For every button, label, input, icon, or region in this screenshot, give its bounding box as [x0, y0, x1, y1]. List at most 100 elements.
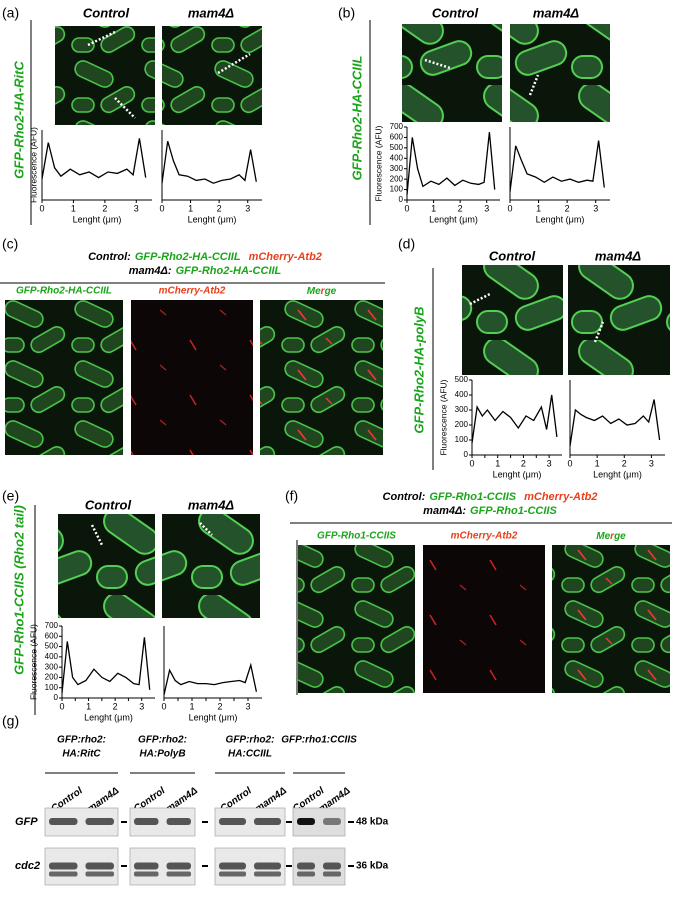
x-axis-label: Lenght (μm) — [493, 469, 542, 479]
x-tick-label: 1 — [189, 701, 194, 711]
blot-band — [297, 871, 315, 877]
micrograph — [131, 300, 253, 455]
label: (e) — [2, 488, 19, 504]
legend-line: mam4Δ: GFP-Rho2-HA-CCIIL — [129, 265, 282, 277]
y-tick-label: 200 — [390, 174, 404, 183]
label: GFP-Rho2-HA-polyB — [411, 306, 426, 433]
y-tick-label: 300 — [455, 405, 469, 414]
micrograph — [298, 545, 415, 693]
profile-line-series — [509, 140, 605, 192]
y-tick-label: 200 — [45, 673, 59, 682]
x-axis-label: Lenght (μm) — [73, 214, 122, 224]
y-axis-label: Fluorescence (AFU) — [438, 379, 448, 455]
label: Control — [85, 497, 132, 512]
label: 48 kDa — [356, 817, 389, 828]
x-axis-label: Lenght (μm) — [593, 469, 642, 479]
blot-band — [323, 871, 341, 877]
profile-line-series — [61, 637, 151, 693]
blot-band — [49, 818, 78, 825]
legend-line: Control: GFP-Rho2-HA-CCIIL mCherry-Atb2 — [88, 251, 322, 263]
label: mam4Δ — [595, 248, 642, 263]
blot-band — [254, 871, 281, 877]
label: mCherry-Atb2 — [159, 286, 226, 297]
blot-band — [166, 871, 191, 877]
label: GFP:rho2: — [226, 735, 275, 746]
x-axis-label: Lenght (μm) — [429, 214, 478, 224]
label: cdc2 — [15, 860, 40, 872]
legend-red: mCherry-Atb2 — [524, 491, 597, 503]
blot-band — [85, 862, 114, 870]
x-tick-label: 0 — [59, 701, 64, 711]
y-tick-label: 400 — [455, 390, 469, 399]
x-tick-label: 0 — [161, 701, 166, 711]
label: (a) — [2, 5, 19, 21]
x-tick-label: 1 — [595, 458, 600, 468]
x-tick-label: 3 — [245, 701, 250, 711]
legend-gfp: GFP-Rho2-HA-CCIIL — [135, 251, 241, 263]
micrograph — [58, 514, 155, 618]
merge-part: Me — [596, 531, 610, 542]
blot-band — [297, 818, 315, 825]
x-tick-label: 2 — [565, 203, 570, 213]
label: GFP-Rho1-CCIIS (Rho2 tail) — [11, 505, 26, 675]
x-tick-label: 3 — [649, 458, 654, 468]
legend-strain: Control: — [88, 251, 131, 263]
blot-band — [219, 871, 246, 877]
label: GFP:rho2: — [57, 735, 106, 746]
y-tick-label: 100 — [455, 435, 469, 444]
label: GFP — [15, 816, 38, 828]
label: GFP-Rho2-HA-CCIIL — [349, 55, 364, 180]
profile-line-series — [471, 394, 558, 444]
y-tick-label: 400 — [390, 153, 404, 162]
blot-band — [49, 871, 78, 877]
micrograph — [423, 545, 545, 693]
blot-band — [134, 862, 159, 870]
x-tick-label: 1 — [86, 701, 91, 711]
blot-band — [166, 818, 191, 825]
x-tick-label: 3 — [593, 203, 598, 213]
profile-line — [528, 74, 540, 96]
label: Control — [432, 5, 479, 20]
x-tick-label: 0 — [567, 458, 572, 468]
y-tick-label: 500 — [390, 143, 404, 152]
x-tick-label: 3 — [139, 701, 144, 711]
micrograph — [462, 265, 563, 375]
y-tick-label: 0 — [464, 450, 469, 459]
legend-strain: Control: — [383, 491, 426, 503]
label: Control — [489, 248, 536, 263]
label: GFP:rho1:CCIIS — [281, 735, 357, 746]
label: (f) — [285, 488, 298, 504]
x-axis-label: Lenght (μm) — [189, 712, 238, 722]
y-tick-label: 100 — [45, 683, 59, 692]
y-tick-label: 700 — [390, 122, 404, 131]
legend-line: Control: GFP-Rho1-CCIIS mCherry-Atb2 — [383, 491, 598, 503]
merge-part: Me — [307, 286, 321, 297]
y-axis-label: Fluorescence (AFU) — [28, 624, 38, 700]
x-tick-label: 2 — [113, 701, 118, 711]
label: HA:CCIIL — [228, 749, 272, 760]
label: GFP-Rho1-CCIIS — [317, 531, 396, 542]
blot-band — [134, 818, 159, 825]
x-tick-label: 3 — [484, 203, 489, 213]
micrograph — [402, 24, 502, 122]
blot-band — [85, 871, 114, 877]
x-tick-label: 2 — [217, 701, 222, 711]
y-tick-label: 100 — [390, 185, 404, 194]
label: (b) — [338, 5, 355, 21]
profile-line — [114, 97, 136, 119]
x-tick-label: 2 — [217, 203, 222, 213]
label: (d) — [398, 236, 415, 252]
label: GFP-Rho2-HA-CCIIL — [16, 286, 112, 297]
y-tick-label: 0 — [399, 195, 404, 204]
x-tick-label: 0 — [469, 458, 474, 468]
profile-line-series — [161, 141, 257, 184]
blot-band — [85, 818, 114, 825]
x-tick-label: 3 — [245, 203, 250, 213]
y-axis-label: Fluorescence (AFU) — [373, 125, 383, 201]
x-tick-label: 0 — [159, 203, 164, 213]
blot-band — [297, 862, 315, 870]
x-tick-label: 0 — [404, 203, 409, 213]
label: 36 kDa — [356, 861, 389, 872]
blot-band — [254, 862, 281, 870]
